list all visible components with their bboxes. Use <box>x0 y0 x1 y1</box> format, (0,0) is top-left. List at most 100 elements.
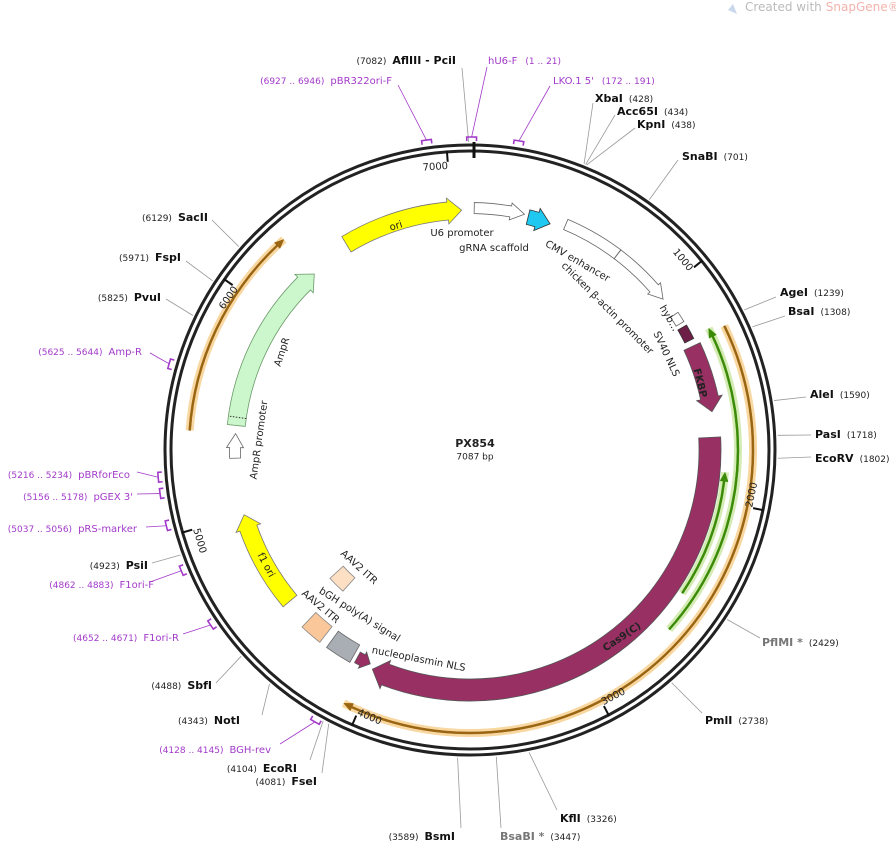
enzyme-position: (1590) <box>840 391 870 401</box>
primer-name: LKO.1 5' <box>553 76 594 87</box>
enzyme-leader <box>185 260 213 282</box>
enzyme-leader <box>777 456 812 459</box>
enzyme-position: (5971) <box>119 254 149 264</box>
enzyme-label: KpnI (438) <box>637 118 696 131</box>
enzyme-label: Acc65I (434) <box>617 105 688 118</box>
primer-name: pGEX 3' <box>93 492 133 503</box>
primer-site <box>420 138 433 145</box>
enzyme-name: BsaI <box>788 305 814 318</box>
primer-range: (5216 .. 5234) <box>8 471 72 481</box>
feature-arrow <box>341 197 463 253</box>
primer-label: (4862 .. 4883) F1ori-F <box>49 580 154 591</box>
primer-site <box>512 139 525 146</box>
primer-site <box>158 487 165 500</box>
primer-range: (1 .. 21) <box>525 57 561 67</box>
primer-site <box>309 715 322 726</box>
primer-site <box>206 618 218 631</box>
primer-leader <box>149 570 182 583</box>
enzyme-label: SnaBI (701) <box>682 150 748 163</box>
enzyme-leader <box>773 396 807 401</box>
tick-mark <box>693 259 704 269</box>
backbone-inner <box>169 149 771 751</box>
enzyme-label: (5971) FspI <box>119 251 181 264</box>
primer-label: LKO.1 5' (172 .. 191) <box>553 76 655 87</box>
feature-arrow <box>326 630 361 663</box>
enzyme-label: (7082) AflIII - PciI <box>356 54 456 67</box>
enzyme-name: XbaI <box>595 92 623 105</box>
primer-label: (5156 .. 5178) pGEX 3' <box>23 492 133 503</box>
primer-label: (5216 .. 5234) pBRforEco <box>8 470 130 481</box>
enzyme-label: (4488) SbfI <box>151 679 212 692</box>
enzyme-leader <box>457 757 462 829</box>
primer-name: F1ori-F <box>120 580 155 591</box>
feature-detail <box>228 415 247 420</box>
primer-range: (6927 .. 6946) <box>260 77 324 87</box>
feature-label: SV40 NLS <box>651 330 681 379</box>
enzyme-label: BsaI (1308) <box>788 305 850 318</box>
enzyme-leader <box>528 752 558 811</box>
tick-label: 4000 <box>355 707 383 727</box>
primer-label: (5625 .. 5644) Amp-R <box>38 347 142 358</box>
primer-range: (4652 .. 4671) <box>73 634 137 644</box>
primer-leader <box>471 66 488 138</box>
enzyme-leader <box>585 114 616 165</box>
watermark-prefix: Created with <box>745 0 822 14</box>
primer-name: pRS-marker <box>78 524 138 535</box>
feature-arrow <box>235 514 298 608</box>
enzyme-label: XbaI (428) <box>595 92 653 105</box>
watermark-logo <box>728 4 737 14</box>
enzyme-position: (1802) <box>860 455 890 465</box>
enzyme-name: EcoRV <box>815 452 854 465</box>
enzyme-position: (5825) <box>98 294 128 304</box>
feature-arrow <box>301 611 333 643</box>
enzyme-name: PvuI <box>134 291 161 304</box>
enzyme-name: PflMI * <box>762 636 803 649</box>
tick-label: 7000 <box>422 161 448 174</box>
primer-range: (4862 .. 4883) <box>49 581 113 591</box>
enzyme-position: (1308) <box>820 308 850 318</box>
enzyme-name: FseI <box>291 775 317 788</box>
feature-arrow <box>329 565 356 592</box>
enzyme-leader <box>583 102 594 164</box>
enzyme-leader <box>752 315 786 328</box>
feature-arrow <box>677 324 695 344</box>
primer-label: (6927 .. 6946) pBR322ori-F <box>260 76 392 87</box>
primer-site <box>164 519 172 532</box>
enzyme-label: (5825) PvuI <box>98 291 161 304</box>
enzyme-position: (1239) <box>814 289 844 299</box>
watermark-brand: SnapGene® <box>826 0 896 14</box>
tick-mark <box>752 507 765 512</box>
enzyme-name: AgeI <box>780 286 808 299</box>
primer-arc <box>681 471 729 595</box>
primer-leader <box>136 471 159 478</box>
enzyme-leader <box>151 554 181 564</box>
enzyme-position: (4923) <box>90 562 120 572</box>
enzyme-position: (3589) <box>389 833 419 843</box>
feature-arrow <box>226 273 315 427</box>
enzyme-position: (3326) <box>587 815 617 825</box>
enzyme-label: KflI (3326) <box>560 812 617 825</box>
plasmid-size: 7087 bp <box>456 453 493 463</box>
enzyme-name: PsiI <box>126 559 148 572</box>
enzyme-leader <box>461 67 470 143</box>
feature-arrow <box>473 202 526 221</box>
primer-leader <box>182 624 211 635</box>
primer-name: BGH-rev <box>229 745 271 756</box>
enzyme-label: AgeI (1239) <box>780 286 844 299</box>
enzyme-label: BsaBI * (3447) <box>500 830 580 843</box>
feature-label: gRNA scaffold <box>459 243 529 254</box>
enzyme-label: (4104) EcoRI <box>227 762 297 775</box>
enzyme-position: (4081) <box>255 778 285 788</box>
primer-name: hU6-F <box>488 56 518 67</box>
enzyme-name: KflI <box>560 812 581 825</box>
primer-arc <box>188 239 285 431</box>
enzyme-position: (4488) <box>151 682 181 692</box>
enzyme-name: AleI <box>810 388 834 401</box>
primer-site <box>156 471 163 484</box>
enzyme-name: SnaBI <box>682 150 718 163</box>
feature-arrow <box>525 207 551 232</box>
enzyme-position: (2738) <box>738 717 768 727</box>
enzyme-position: (6129) <box>142 214 172 224</box>
